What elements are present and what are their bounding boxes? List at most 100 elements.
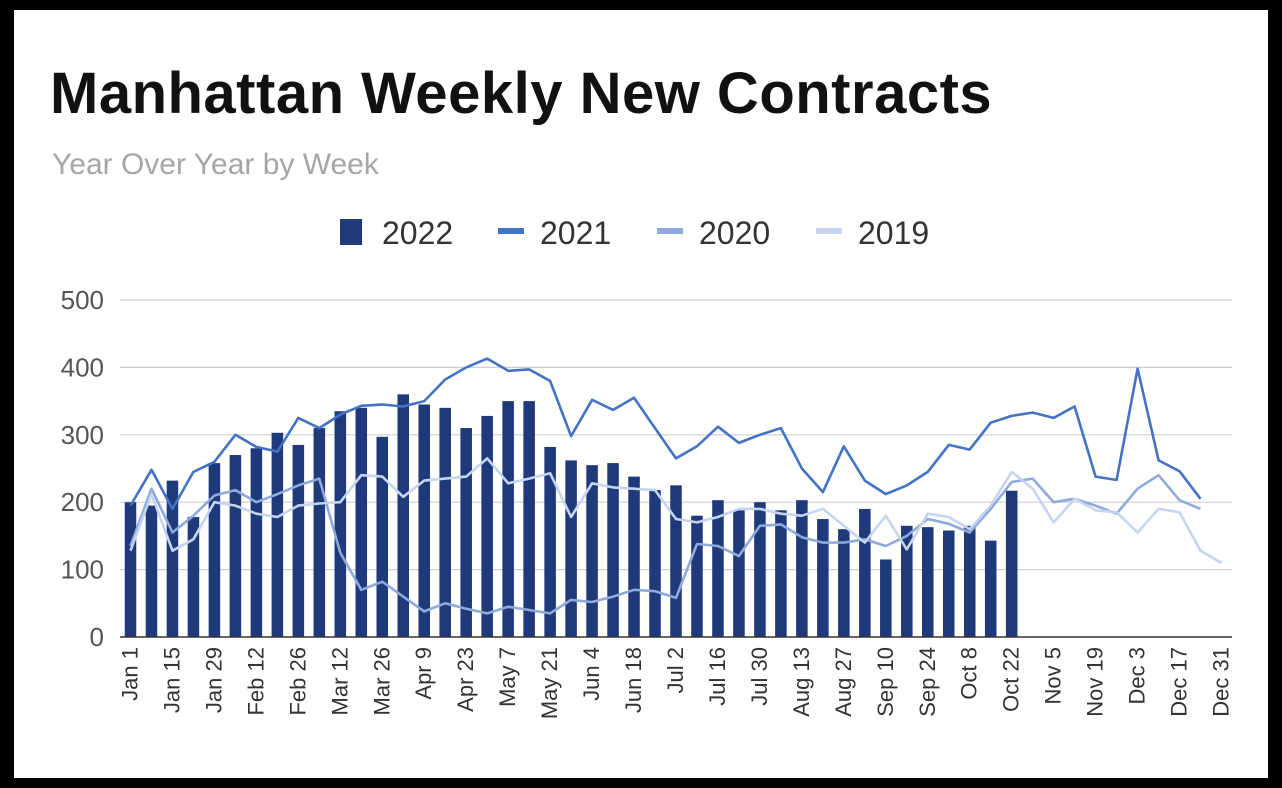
bar-2022 <box>355 407 368 637</box>
legend: 2022 2021 2020 2019 <box>340 215 929 251</box>
y-tick-label: 0 <box>90 622 104 652</box>
bar-2022 <box>712 500 724 637</box>
x-tick-label: Nov 19 <box>1083 647 1108 717</box>
bar-2022 <box>565 460 577 637</box>
bar-2022 <box>502 401 514 637</box>
bar-2022 <box>586 465 598 637</box>
bar-2022 <box>838 529 850 637</box>
x-tick-label: May 21 <box>537 647 562 719</box>
bar-2022 <box>334 411 347 637</box>
bar-2022 <box>250 448 263 637</box>
bar-2022 <box>880 559 892 637</box>
x-tick-label: Jul 30 <box>747 647 772 706</box>
legend-label: 2022 <box>382 215 453 251</box>
bar-2022 <box>691 515 703 637</box>
bar-2022 <box>733 510 745 637</box>
y-tick-label: 300 <box>61 420 104 450</box>
line-series <box>129 357 1223 615</box>
legend-item-2022: 2022 <box>340 215 453 251</box>
bar-2022 <box>859 508 871 637</box>
y-tick-label: 500 <box>61 285 104 315</box>
line-2021 <box>129 357 1202 511</box>
x-tick-label: Apr 9 <box>411 647 436 700</box>
bar-2022 <box>397 394 410 637</box>
legend-label: 2021 <box>540 215 611 251</box>
bar-2022 <box>922 527 934 637</box>
x-tick-label: Mar 12 <box>327 647 352 715</box>
x-tick-label: Dec 3 <box>1125 647 1150 704</box>
axes: 0 100 200 300 400 500 Jan 1 Jan 15 Jan 29 Feb 12 F… <box>61 285 1234 719</box>
bar-2022 <box>544 446 556 637</box>
bar-2022 <box>817 519 829 637</box>
bar-2022 <box>124 502 137 637</box>
legend-label: 2019 <box>858 215 929 251</box>
x-tick-label: Sep 10 <box>873 647 898 717</box>
x-tick-label: Nov 5 <box>1041 647 1066 704</box>
y-tick-label: 100 <box>61 555 104 585</box>
legend-item-2019: 2019 <box>816 215 929 251</box>
y-tick-label: 400 <box>61 352 104 382</box>
chart-title: Manhattan Weekly New Contracts <box>50 61 993 126</box>
x-tick-label: Oct 8 <box>957 647 982 700</box>
x-tick-label: Jan 15 <box>159 647 184 713</box>
legend-swatch <box>498 228 524 234</box>
line-2019 <box>129 457 1223 565</box>
x-tick-label: Sep 24 <box>915 647 940 717</box>
line-2020 <box>129 473 1201 615</box>
legend-swatch <box>657 228 683 234</box>
y-tick-label: 200 <box>61 487 104 517</box>
x-tick-label: Oct 22 <box>999 647 1024 712</box>
x-tick-label: Aug 27 <box>831 647 856 717</box>
bar-2022 <box>439 407 451 637</box>
bar-2022 <box>271 432 284 637</box>
x-tick-label: Jul 2 <box>663 647 688 693</box>
x-tick-label: Jul 16 <box>705 647 730 706</box>
bar-2022 <box>942 530 955 637</box>
bar-2022 <box>984 540 997 637</box>
x-tick-label: Feb 26 <box>285 647 310 716</box>
bar-2022 <box>418 404 430 637</box>
chart-card: Manhattan Weekly New Contracts Year Over… <box>14 10 1268 778</box>
bar-2022 <box>292 444 305 637</box>
bar-2022 <box>649 490 661 637</box>
bar-2022 <box>229 455 242 637</box>
legend-swatch <box>816 228 842 234</box>
x-tick-label: Jan 29 <box>201 647 226 713</box>
x-tick-label: Aug 13 <box>789 647 814 717</box>
bar-2022 <box>145 505 158 637</box>
x-tick-label: Jan 1 <box>117 647 142 701</box>
bar-2022 <box>208 463 221 637</box>
bar-series-2022 <box>124 394 1018 637</box>
bar-2022 <box>775 510 787 637</box>
legend-item-2021: 2021 <box>498 215 611 251</box>
bar-2022 <box>963 525 976 637</box>
bar-2022 <box>187 517 200 637</box>
chart-subtitle: Year Over Year by Week <box>52 148 379 181</box>
bar-2022 <box>460 428 472 637</box>
x-tick-label: Dec 31 <box>1209 647 1234 717</box>
legend-swatch <box>340 219 362 245</box>
bar-2022 <box>523 401 535 637</box>
x-tick-label: Jun 18 <box>621 647 646 713</box>
bar-2022 <box>481 415 493 637</box>
bar-2022 <box>607 463 619 637</box>
x-tick-label: Dec 17 <box>1167 647 1192 717</box>
bar-2022 <box>754 502 766 637</box>
bar-2022 <box>166 480 179 637</box>
bar-2022 <box>901 525 913 637</box>
bar-2022 <box>313 428 326 637</box>
x-tick-label: May 7 <box>495 647 520 707</box>
x-tick-label: Mar 26 <box>369 647 394 715</box>
x-tick-label: Apr 23 <box>453 647 478 712</box>
bar-2022 <box>1005 490 1018 637</box>
legend-label: 2020 <box>699 215 770 251</box>
gridlines <box>120 299 1232 571</box>
bar-2022 <box>628 476 640 637</box>
x-tick-label: Jun 4 <box>579 647 604 701</box>
x-tick-label: Feb 12 <box>243 647 268 716</box>
bar-2022 <box>796 500 808 637</box>
bar-2022 <box>376 436 389 637</box>
legend-item-2020: 2020 <box>657 215 770 251</box>
bar-2022 <box>670 485 682 637</box>
